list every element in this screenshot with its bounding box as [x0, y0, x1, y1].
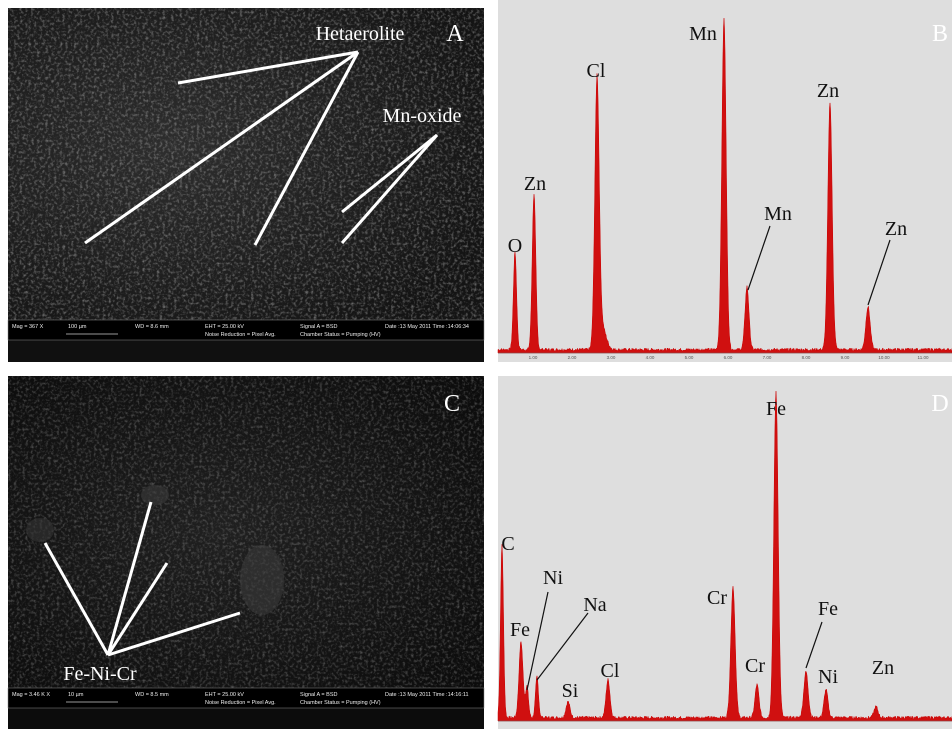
axis-label: 2.00 [568, 355, 577, 360]
info: 10 µm [68, 692, 84, 698]
info-text: Mag = 3.46 K X 10 µm WD = 8.5 mm EHT = 2… [12, 692, 469, 706]
leader-lines [526, 591, 823, 691]
panel-label: C [444, 391, 460, 417]
peak-label: Cr [707, 587, 727, 609]
panel-a: Hetaerolite Mn-oxide A Mag = 367 X 100 µ… [7, 8, 485, 362]
info: WD = 8.6 mm [135, 324, 169, 330]
axis-label: 5.00 [685, 355, 694, 360]
peak-label: Fe [766, 398, 786, 420]
peak-label: Zn [885, 218, 907, 240]
peak-label: Mn [689, 23, 717, 45]
info: Signal A = BSD [300, 324, 337, 330]
panel-label: B [932, 21, 948, 47]
peak-label: O [508, 235, 522, 257]
peak-label: Cl [601, 660, 620, 682]
sem-texture [8, 376, 484, 688]
info: Mag = 367 X [12, 324, 44, 330]
info: Noise Reduction = Pixel Avg. [205, 332, 276, 338]
info-bar [7, 319, 485, 341]
axis-label: 8.00 [802, 355, 811, 360]
annotation: Hetaerolite [316, 23, 405, 45]
peak-label: Na [583, 594, 606, 616]
axis-label: 6.00 [724, 355, 733, 360]
info: WD = 8.5 mm [135, 692, 169, 698]
info: Noise Reduction = Pixel Avg. [205, 700, 276, 706]
info: Signal A = BSD [300, 692, 337, 698]
peak-label: Ni [543, 567, 563, 589]
annotation: Fe-Ni-Cr [63, 663, 137, 685]
panel-d: C Fe Ni Na Si Cl Cr Cr Fe Fe Ni Zn D [497, 376, 952, 729]
peak-label: Cr [745, 655, 765, 677]
peak-label: Cl [587, 60, 606, 82]
spectrum-background [498, 376, 952, 729]
info: Date :13 May 2011 Time :14:06:34 [385, 324, 469, 330]
axis-labels: 1.00 2.00 3.00 4.00 5.00 6.00 7.00 8.00 9.00 10.0… [529, 355, 929, 360]
axis-label: 1.00 [529, 355, 538, 360]
annotation-lines [43, 501, 241, 657]
spectrum [497, 18, 952, 354]
info: Date :13 May 2011 Time :14:16:11 [385, 692, 469, 698]
info: 100 µm [68, 324, 87, 330]
peak-label: Fe [818, 598, 838, 620]
info: EHT = 25.00 kV [205, 692, 244, 698]
particle [141, 485, 169, 505]
axis-label: 7.00 [763, 355, 772, 360]
annotation: Mn-oxide [383, 105, 462, 127]
leader-lines [747, 225, 891, 306]
peak-label: Mn [764, 203, 792, 225]
info: Chamber Status = Pumping (HV) [300, 332, 381, 338]
particle [26, 518, 54, 542]
peak-label: Zn [524, 173, 546, 195]
sem-texture [8, 8, 484, 320]
spectrum [497, 391, 952, 722]
axis-label: 11.00 [918, 355, 929, 360]
particle [240, 545, 284, 615]
peak-label: C [501, 533, 514, 555]
info: Chamber Status = Pumping (HV) [300, 700, 381, 706]
peak-label: Zn [872, 657, 894, 679]
axis-label: 3.00 [607, 355, 616, 360]
panel-label: A [446, 21, 464, 47]
axis-label: 10.00 [878, 355, 890, 360]
annotation-lines [84, 50, 439, 246]
axis-label: 4.00 [646, 355, 655, 360]
panel-c: Fe-Ni-Cr C Mag = 3.46 K X 10 µm WD = 8.5… [7, 376, 485, 729]
peak-label: Ni [818, 666, 838, 688]
info: Mag = 3.46 K X [12, 692, 50, 698]
peak-label: Si [562, 680, 579, 702]
info-text: Mag = 367 X 100 µm WD = 8.6 mm EHT = 25.… [12, 324, 469, 338]
info: EHT = 25.00 kV [205, 324, 244, 330]
axis-label: 9.00 [841, 355, 850, 360]
panel-label: D [931, 391, 948, 417]
info-bar [7, 687, 485, 709]
peak-label: Fe [510, 619, 530, 641]
peak-label: Zn [817, 80, 839, 102]
panel-b: 1.00 2.00 3.00 4.00 5.00 6.00 7.00 8.00 9.00 10.0… [497, 0, 952, 362]
